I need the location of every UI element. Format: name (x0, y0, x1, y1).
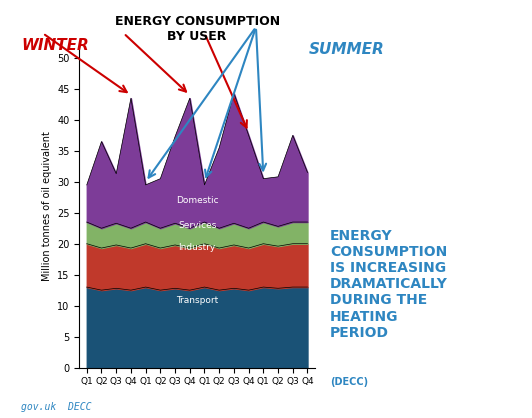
Text: SUMMER: SUMMER (309, 42, 384, 57)
Text: gov.uk  DECC: gov.uk DECC (21, 402, 92, 412)
Title: ENERGY CONSUMPTION
BY USER: ENERGY CONSUMPTION BY USER (114, 15, 280, 43)
Text: Transport: Transport (176, 296, 218, 305)
Text: Domestic: Domestic (176, 196, 219, 206)
Text: Industry: Industry (179, 243, 216, 252)
Text: ENERGY
CONSUMPTION
IS INCREASING
DRAMATICALLY
DURING THE
HEATING
PERIOD: ENERGY CONSUMPTION IS INCREASING DRAMATI… (330, 229, 448, 340)
Text: Services: Services (178, 221, 217, 230)
Text: (DECC): (DECC) (330, 377, 368, 387)
Y-axis label: Million tonnes of oil equivalent: Million tonnes of oil equivalent (41, 132, 52, 281)
Text: WINTER: WINTER (21, 38, 89, 53)
